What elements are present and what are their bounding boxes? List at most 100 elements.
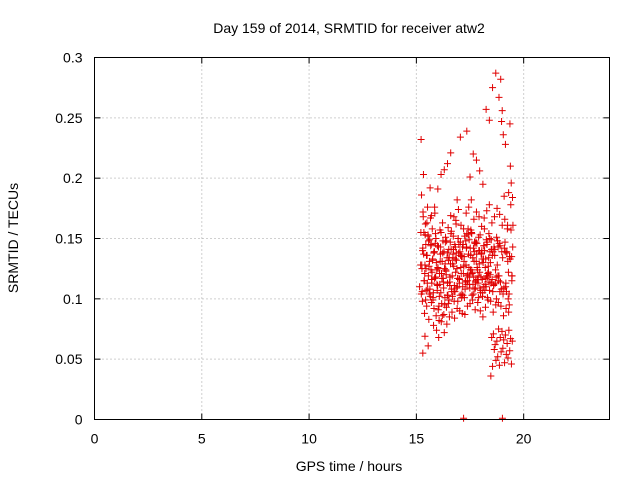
data-point: [451, 255, 459, 263]
chart-title: Day 159 of 2014, SRMTID for receiver atw…: [213, 20, 485, 36]
data-point: [509, 243, 517, 251]
data-point: [424, 342, 432, 350]
data-point: [440, 166, 448, 174]
data-point: [466, 173, 474, 181]
data-point: [431, 273, 439, 281]
data-point: [454, 235, 462, 242]
data-point: [441, 238, 449, 246]
y-tick-label: 0.25: [55, 110, 82, 126]
data-point: [419, 208, 427, 216]
data-point: [491, 251, 499, 259]
data-point: [450, 288, 458, 296]
data-point: [507, 201, 515, 209]
data-point: [451, 314, 459, 322]
data-point: [442, 303, 450, 311]
data-point: [432, 259, 440, 267]
data-point: [450, 213, 458, 221]
data-point: [453, 283, 461, 291]
data-point: [505, 326, 513, 334]
data-point: [424, 272, 432, 280]
data-point: [452, 268, 460, 276]
data-point: [418, 191, 426, 199]
data-point: [429, 296, 437, 304]
data-point: [457, 263, 465, 271]
data-point: [458, 294, 466, 302]
data-point: [476, 231, 484, 239]
data-point: [489, 288, 497, 296]
data-point: [428, 256, 436, 264]
data-point: [474, 298, 482, 306]
data-point: [476, 268, 484, 276]
data-points: [416, 69, 517, 422]
data-point: [477, 249, 485, 257]
data-point: [486, 248, 494, 256]
x-tick-label: 20: [516, 431, 532, 447]
data-point: [485, 116, 493, 124]
data-point: [430, 321, 438, 329]
data-point: [480, 242, 488, 250]
data-point: [508, 277, 516, 285]
data-point: [499, 254, 507, 262]
data-point: [471, 285, 479, 293]
data-point: [471, 306, 479, 314]
data-point: [426, 236, 434, 244]
data-point: [485, 230, 493, 238]
data-point: [421, 309, 429, 317]
data-point: [460, 253, 468, 261]
data-point: [483, 272, 491, 280]
data-point: [472, 257, 480, 265]
data-point: [438, 274, 446, 282]
data-point: [469, 150, 477, 158]
y-tick-label: 0.1: [63, 291, 83, 307]
x-tick-label: 10: [301, 431, 317, 447]
data-point: [426, 285, 434, 293]
data-point: [480, 214, 488, 222]
data-point: [418, 297, 426, 305]
data-point: [495, 361, 503, 369]
data-point: [466, 300, 474, 308]
data-point: [503, 339, 511, 347]
y-tick-label: 0: [75, 412, 83, 428]
data-point: [482, 105, 490, 113]
data-point: [487, 372, 495, 380]
data-point: [500, 192, 508, 200]
data-point: [443, 160, 451, 168]
data-point: [419, 349, 427, 357]
data-point: [445, 313, 453, 321]
data-point: [495, 93, 503, 101]
data-point: [507, 226, 515, 234]
data-point: [421, 220, 429, 228]
data-point: [499, 131, 507, 139]
data-point: [473, 250, 481, 258]
data-point: [478, 276, 486, 284]
data-point: [501, 359, 509, 367]
data-point: [444, 300, 452, 308]
data-point: [456, 248, 464, 256]
data-point: [471, 284, 479, 292]
data-point: [501, 238, 509, 246]
data-point: [437, 228, 445, 236]
data-point: [487, 236, 495, 244]
data-point: [461, 285, 469, 293]
y-tick-label: 0.05: [55, 351, 82, 367]
data-point: [432, 312, 440, 320]
y-axis-label: SRMTID / TECUs: [5, 183, 21, 293]
data-point: [422, 251, 430, 259]
axis-ticks: [94, 57, 610, 420]
data-point: [497, 348, 505, 356]
data-point: [486, 235, 494, 242]
data-point: [429, 289, 437, 297]
x-tick-labels: 0 5 10 15 20: [91, 431, 532, 447]
data-point: [507, 360, 515, 368]
data-point: [486, 259, 494, 267]
data-point: [502, 304, 510, 312]
data-point: [490, 213, 498, 221]
data-point: [423, 302, 431, 310]
data-point: [422, 286, 430, 294]
data-point: [457, 221, 465, 229]
data-point: [451, 241, 459, 249]
data-point: [439, 249, 447, 257]
data-point: [489, 330, 497, 338]
data-point: [452, 220, 460, 228]
data-point: [492, 295, 500, 303]
